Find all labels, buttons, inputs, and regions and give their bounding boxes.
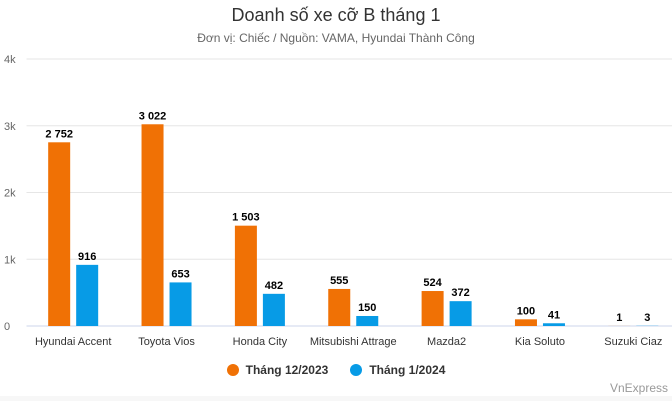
footer-band — [0, 396, 672, 401]
legend-item-jan-2024[interactable]: Tháng 1/2024 — [350, 363, 445, 377]
bar-jan-2024[interactable] — [542, 323, 565, 326]
data-label: 1 — [616, 312, 622, 324]
chart-title: Doanh số xe cỡ B tháng 1 — [231, 5, 441, 25]
data-label: 3 — [644, 312, 650, 324]
bar-jan-2024[interactable] — [262, 293, 285, 326]
data-label: 150 — [358, 302, 376, 314]
legend-label: Tháng 1/2024 — [369, 363, 446, 377]
bar-dec-2023[interactable] — [328, 288, 351, 326]
credit: VnExpress — [609, 381, 668, 395]
legend-dot-icon — [350, 364, 363, 376]
legend-dot-icon — [226, 364, 239, 376]
data-label: 372 — [451, 287, 469, 299]
data-label: 524 — [423, 277, 442, 289]
bar-dec-2023[interactable] — [48, 142, 71, 326]
bar-dec-2023[interactable] — [234, 225, 257, 326]
chart-subtitle: Đơn vị: Chiếc / Nguồn: VAMA, Hyundai Thà… — [197, 31, 475, 45]
data-label: 100 — [517, 305, 535, 317]
y-tick-label: 1k — [4, 254, 16, 266]
y-tick-label: 0 — [4, 321, 10, 333]
x-tick-label: Honda City — [233, 336, 288, 348]
x-tick-label: Toyota Vios — [138, 336, 195, 348]
legend-item-dec-2023[interactable]: Tháng 12/2023 — [226, 363, 329, 377]
x-tick-label: Hyundai Accent — [35, 336, 111, 348]
y-tick-label: 3k — [4, 121, 16, 133]
data-label: 1 503 — [232, 212, 260, 224]
bar-jan-2024[interactable] — [169, 282, 192, 326]
y-tick-label: 2k — [4, 188, 16, 200]
x-tick-label: Mazda2 — [427, 336, 466, 348]
bar-jan-2024[interactable] — [76, 264, 99, 326]
y-tick-label: 4k — [4, 54, 16, 66]
bar-jan-2024[interactable] — [356, 315, 379, 326]
bar-dec-2023[interactable] — [421, 291, 444, 326]
data-label: 916 — [78, 251, 96, 263]
x-tick-label: Kia Soluto — [515, 336, 565, 348]
legend: Tháng 12/2023 Tháng 1/2024 — [0, 363, 672, 377]
data-label: 482 — [265, 280, 283, 292]
bar-dec-2023[interactable] — [514, 319, 537, 326]
data-label: 41 — [548, 309, 560, 321]
data-label: 653 — [171, 268, 189, 280]
x-tick-label: Mitsubishi Attrage — [310, 336, 397, 348]
bar-dec-2023[interactable] — [141, 124, 164, 327]
data-label: 2 752 — [45, 128, 73, 140]
data-label: 3 022 — [139, 110, 167, 122]
bar-jan-2024[interactable] — [449, 301, 472, 326]
legend-label: Tháng 12/2023 — [245, 363, 329, 377]
x-tick-label: Suzuki Ciaz — [604, 336, 662, 348]
data-label: 555 — [330, 275, 348, 287]
